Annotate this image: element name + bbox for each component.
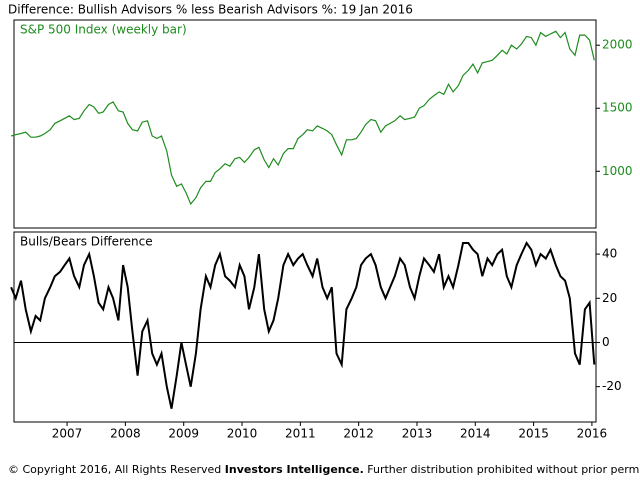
footer-brand: Investors Intelligence. bbox=[225, 463, 364, 476]
panel-label: S&P 500 Index (weekly bar) bbox=[20, 23, 187, 37]
panel-frame bbox=[13, 231, 597, 423]
footer-suffix: Further distribution prohibited without … bbox=[364, 463, 640, 476]
panel-label: Bulls/Bears Difference bbox=[20, 235, 153, 249]
chart-title: Difference: Bullish Advisors % less Bear… bbox=[8, 3, 413, 17]
x-tick-label: 2013 bbox=[402, 427, 433, 441]
y-tick-label: 1500 bbox=[602, 101, 633, 115]
panel-frame bbox=[13, 19, 597, 229]
x-tick-label: 2009 bbox=[168, 427, 199, 441]
x-tick-label: 2016 bbox=[577, 427, 608, 441]
y-tick-label: -20 bbox=[602, 379, 622, 393]
footer-prefix: © Copyright 2016, All Rights Reserved bbox=[8, 463, 225, 476]
x-tick-label: 2007 bbox=[52, 427, 83, 441]
x-tick-label: 2015 bbox=[518, 427, 549, 441]
x-tick-label: 2012 bbox=[343, 427, 374, 441]
x-tick-label: 2010 bbox=[227, 427, 258, 441]
x-tick-label: 2008 bbox=[110, 427, 141, 441]
y-tick-label: 2000 bbox=[602, 38, 633, 52]
footer: © Copyright 2016, All Rights Reserved In… bbox=[8, 463, 640, 476]
y-tick-label: 40 bbox=[602, 247, 617, 261]
x-tick-label: 2014 bbox=[460, 427, 491, 441]
y-tick-label: 20 bbox=[602, 291, 617, 305]
y-tick-label: 0 bbox=[602, 335, 610, 349]
data-line bbox=[10, 30, 595, 206]
y-tick-label: 1000 bbox=[602, 164, 633, 178]
x-tick-label: 2011 bbox=[285, 427, 316, 441]
data-line bbox=[10, 241, 596, 409]
